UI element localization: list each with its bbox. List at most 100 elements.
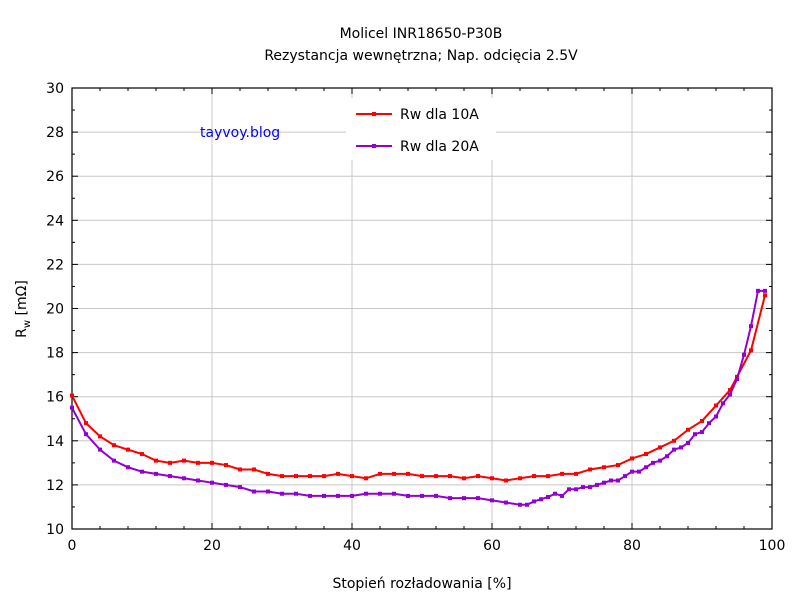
data-point xyxy=(686,441,690,446)
data-point xyxy=(476,474,480,479)
x-tick-label: 40 xyxy=(343,538,361,554)
watermark: tayvoy.blog xyxy=(200,125,280,141)
data-point xyxy=(252,489,256,494)
chart-subtitle: Rezystancja wewnętrzna; Nap. odcięcia 2.… xyxy=(264,48,578,64)
data-point xyxy=(518,502,522,507)
data-point xyxy=(378,471,382,476)
y-tick-label: 24 xyxy=(46,213,64,229)
plot-frame xyxy=(71,87,773,530)
data-point xyxy=(763,288,767,293)
data-point xyxy=(588,467,592,472)
data-point xyxy=(637,469,641,474)
data-point xyxy=(84,421,88,426)
data-point xyxy=(504,478,508,483)
data-point xyxy=(749,324,753,329)
data-point xyxy=(581,485,585,490)
data-point xyxy=(378,491,382,496)
data-point xyxy=(392,491,396,496)
data-point xyxy=(560,471,564,476)
data-point xyxy=(714,403,718,408)
data-point xyxy=(224,482,228,487)
y-axis-label: Rw [mΩ] xyxy=(14,280,33,338)
data-point xyxy=(490,476,494,481)
data-point xyxy=(595,482,599,487)
series-group xyxy=(70,288,767,507)
data-point xyxy=(182,476,186,481)
data-point xyxy=(210,480,214,485)
data-point xyxy=(672,438,676,443)
data-point xyxy=(588,485,592,490)
data-point xyxy=(392,471,396,476)
data-point xyxy=(154,471,158,476)
data-point xyxy=(602,480,606,485)
data-point xyxy=(280,474,284,479)
data-point xyxy=(665,454,669,459)
data-point xyxy=(434,493,438,498)
data-point xyxy=(168,460,172,465)
x-tick-label: 80 xyxy=(623,538,641,554)
data-point xyxy=(616,478,620,483)
data-point xyxy=(602,465,606,470)
data-point xyxy=(630,469,634,474)
data-point xyxy=(266,489,270,494)
y-tick-label: 28 xyxy=(46,125,64,141)
data-point xyxy=(651,460,655,465)
y-tick-label: 14 xyxy=(46,434,64,450)
data-point xyxy=(420,474,424,479)
data-point xyxy=(406,471,410,476)
legend-marker-20a xyxy=(372,144,376,148)
data-point xyxy=(168,474,172,479)
data-point xyxy=(623,474,627,479)
data-point xyxy=(364,476,368,481)
data-point xyxy=(112,443,116,448)
data-point xyxy=(763,293,767,298)
data-point xyxy=(182,458,186,463)
data-point xyxy=(532,499,536,504)
data-point xyxy=(140,469,144,474)
data-point xyxy=(70,393,74,398)
x-tick-label: 0 xyxy=(68,538,77,554)
data-point xyxy=(350,474,354,479)
y-tick-label: 22 xyxy=(46,257,64,273)
data-point xyxy=(308,474,312,479)
data-point xyxy=(196,478,200,483)
data-point xyxy=(238,485,242,490)
data-point xyxy=(609,478,613,483)
data-point xyxy=(154,458,158,463)
data-point xyxy=(126,465,130,470)
y-tick-label: 20 xyxy=(46,302,64,318)
legend-marker-10a xyxy=(372,112,376,116)
data-point xyxy=(448,496,452,501)
legend-box xyxy=(346,98,496,160)
y-tick-label: 30 xyxy=(46,81,64,97)
data-point xyxy=(574,487,578,492)
data-point xyxy=(630,456,634,461)
data-point xyxy=(728,392,732,397)
data-point xyxy=(728,388,732,393)
data-point xyxy=(98,434,102,439)
y-tick-label: 10 xyxy=(46,522,64,538)
data-point xyxy=(224,463,228,468)
data-point xyxy=(616,463,620,468)
legend: Rw dla 10A Rw dla 20A xyxy=(346,98,496,160)
data-point xyxy=(238,467,242,472)
data-point xyxy=(210,460,214,465)
data-point xyxy=(560,493,564,498)
series-line-0 xyxy=(71,295,766,482)
data-point xyxy=(322,474,326,479)
x-tick-label: 60 xyxy=(483,538,501,554)
legend-label-20a: Rw dla 20A xyxy=(400,139,479,155)
legend-label-10a: Rw dla 10A xyxy=(400,107,479,123)
data-point xyxy=(658,458,662,463)
data-point xyxy=(336,493,340,498)
chart-title: Molicel INR18650-P30B xyxy=(340,26,503,42)
data-point xyxy=(434,474,438,479)
data-point xyxy=(686,427,690,432)
data-point xyxy=(476,496,480,501)
data-point xyxy=(462,476,466,481)
data-point xyxy=(336,471,340,476)
x-tick-label: 20 xyxy=(203,538,221,554)
data-point xyxy=(98,447,102,452)
y-tick-label: 26 xyxy=(46,169,64,185)
data-point xyxy=(714,414,718,419)
